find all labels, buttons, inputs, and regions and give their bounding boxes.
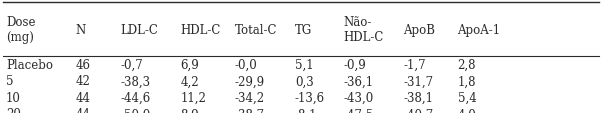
Text: LDL-C: LDL-C	[120, 24, 158, 36]
Text: -36,1: -36,1	[343, 75, 373, 88]
Text: -0,9: -0,9	[343, 58, 366, 71]
Text: ApoA-1: ApoA-1	[458, 24, 501, 36]
Text: -31,7: -31,7	[403, 75, 433, 88]
Text: -38,7: -38,7	[235, 107, 265, 113]
Text: -40,7: -40,7	[403, 107, 433, 113]
Text: 5,4: 5,4	[458, 91, 476, 104]
Text: -8,1: -8,1	[295, 107, 317, 113]
Text: N: N	[75, 24, 85, 36]
Text: Total-C: Total-C	[235, 24, 278, 36]
Text: 4,2: 4,2	[181, 75, 199, 88]
Text: 5: 5	[6, 75, 13, 88]
Text: -38,1: -38,1	[403, 91, 433, 104]
Text: TG: TG	[295, 24, 312, 36]
Text: -47,5: -47,5	[343, 107, 373, 113]
Text: 42: 42	[75, 75, 90, 88]
Text: 2,8: 2,8	[458, 58, 476, 71]
Text: Placebo: Placebo	[6, 58, 53, 71]
Text: -50,0: -50,0	[120, 107, 150, 113]
Text: 4,0: 4,0	[458, 107, 476, 113]
Text: HDL-C: HDL-C	[181, 24, 221, 36]
Text: -0,7: -0,7	[120, 58, 143, 71]
Text: ApoB: ApoB	[403, 24, 435, 36]
Text: 5,1: 5,1	[295, 58, 314, 71]
Text: -38,3: -38,3	[120, 75, 150, 88]
Text: 10: 10	[6, 91, 21, 104]
Text: 11,2: 11,2	[181, 91, 206, 104]
Text: 8,9: 8,9	[181, 107, 199, 113]
Text: 46: 46	[75, 58, 90, 71]
Text: -43,0: -43,0	[343, 91, 373, 104]
Text: 20: 20	[6, 107, 21, 113]
Text: Dose
(mg): Dose (mg)	[6, 16, 36, 44]
Text: Não-
HDL-C: Não- HDL-C	[343, 16, 383, 44]
Text: -13,6: -13,6	[295, 91, 325, 104]
Text: -44,6: -44,6	[120, 91, 150, 104]
Text: -29,9: -29,9	[235, 75, 265, 88]
Text: 44: 44	[75, 107, 90, 113]
Text: -1,7: -1,7	[403, 58, 426, 71]
Text: -34,2: -34,2	[235, 91, 265, 104]
Text: 1,8: 1,8	[458, 75, 476, 88]
Text: 0,3: 0,3	[295, 75, 314, 88]
Text: 6,9: 6,9	[181, 58, 199, 71]
Text: -0,0: -0,0	[235, 58, 258, 71]
Text: 44: 44	[75, 91, 90, 104]
